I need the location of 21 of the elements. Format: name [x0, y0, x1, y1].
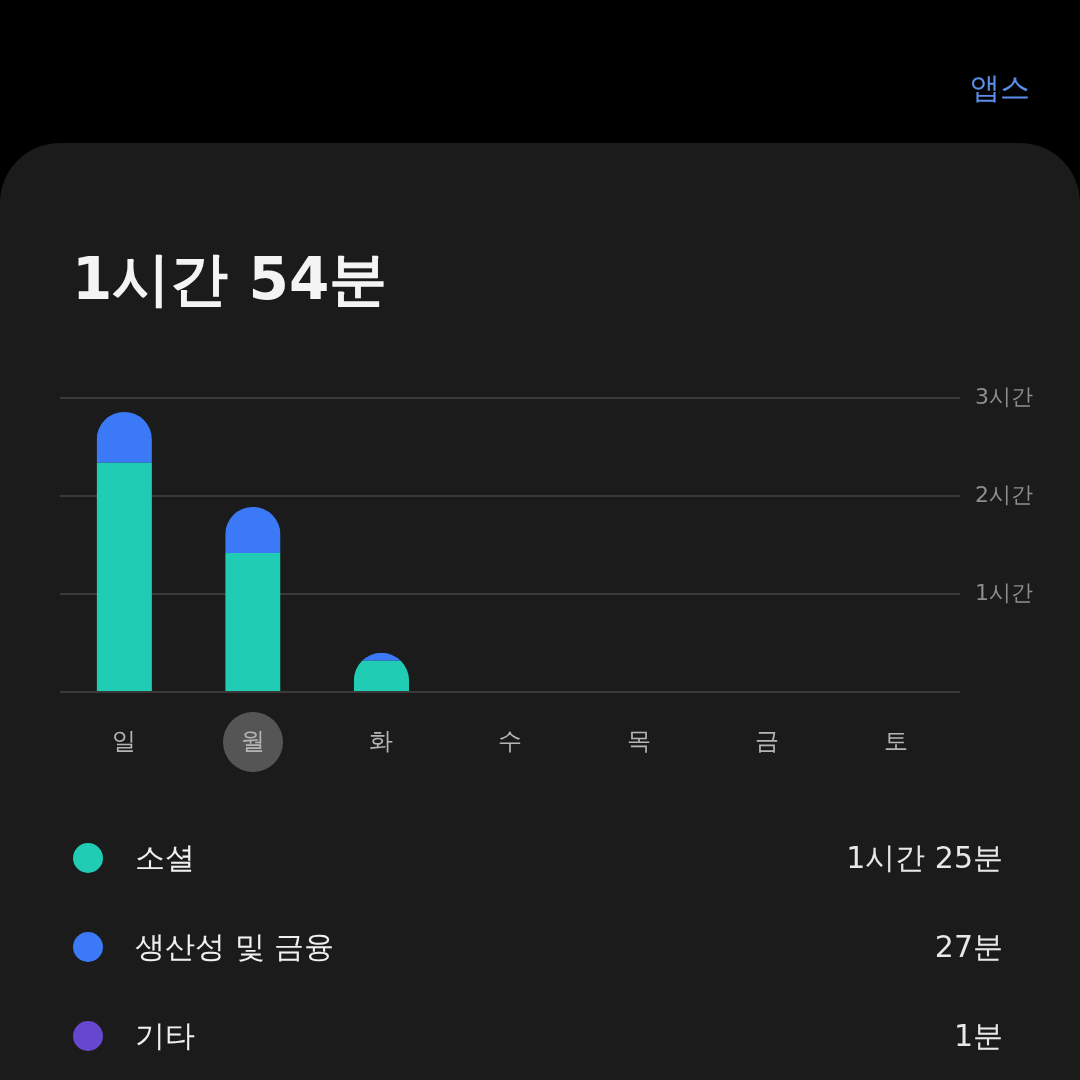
legend-label: 기타 — [135, 1017, 195, 1055]
x-tick-label: 수 — [498, 726, 522, 755]
y-tick-label: 2시간 — [975, 481, 1033, 507]
x-tick-label: 일 — [112, 726, 137, 755]
x-tick-label: 화 — [369, 726, 394, 755]
text: 앱스 — [970, 70, 1030, 106]
x-tick-label: 금 — [755, 726, 780, 755]
legend-label: 생산성 및 금융 — [135, 928, 335, 966]
bar — [353, 660, 410, 691]
text: 1분 — [953, 1017, 1003, 1055]
text: 27분 — [934, 928, 1003, 966]
x-tick-label: 월 — [240, 726, 265, 755]
x-tick-label: 목 — [626, 726, 651, 755]
chart-title: 1시간 54분 — [72, 245, 388, 313]
x-tick-label: 토 — [883, 726, 908, 755]
y-tick-label: 3시간 — [975, 383, 1033, 409]
legend-label: 소셜 — [135, 839, 195, 877]
text: 1시간 25분 — [846, 839, 1003, 877]
bar — [225, 552, 281, 691]
y-tick-label: 1시간 — [975, 579, 1033, 605]
bar — [96, 462, 152, 691]
